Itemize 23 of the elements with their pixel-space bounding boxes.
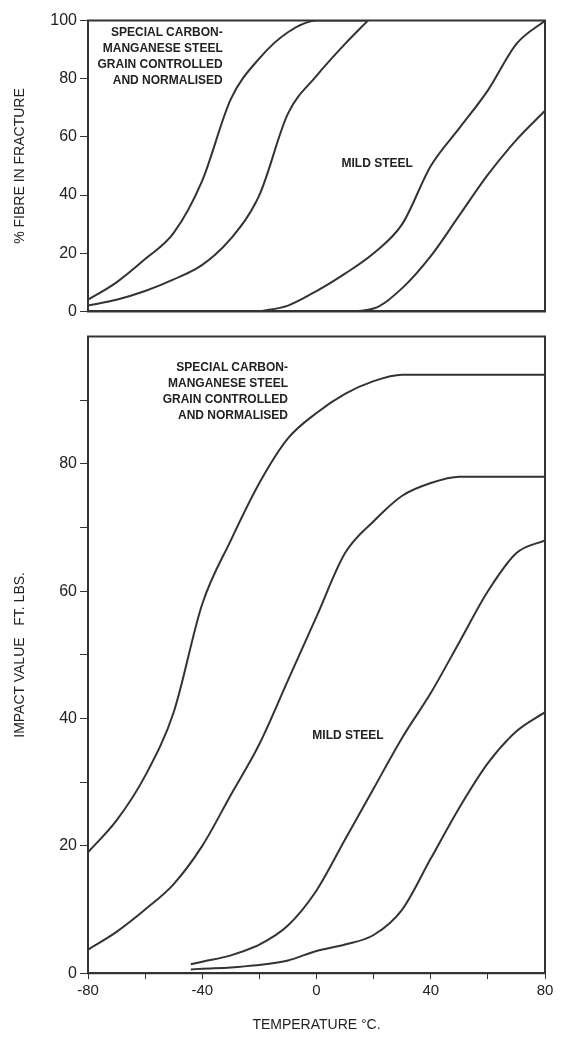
x-axis-title: TEMPERATURE °C. — [252, 1016, 381, 1033]
y-tick-label: 100 — [50, 11, 78, 29]
y-axis-title: % FIBRE IN FRACTURE — [11, 88, 28, 244]
series-label: SPECIAL CARBON-MANGANESE STEEL GRAIN CONTROLLED AND NORMALISED — [97, 24, 224, 87]
x-tick-label: 40 — [422, 981, 440, 999]
x-tick-label: -80 — [77, 981, 99, 999]
y-tick-label: 20 — [59, 836, 78, 854]
y-tick-label: 80 — [59, 454, 78, 472]
y-tick-label: 0 — [68, 963, 78, 981]
y-tick-label: 40 — [59, 708, 78, 726]
y-tick-label: 20 — [59, 243, 78, 261]
y-tick-label: 60 — [59, 581, 78, 599]
y-axis-title: IMPACT VALUE FT. LBS. — [11, 572, 28, 738]
x-tick-label: 80 — [536, 981, 554, 999]
y-tick-label: 60 — [59, 127, 78, 145]
series-label: MILD STEEL — [312, 727, 384, 742]
x-tick-label: 0 — [312, 981, 321, 999]
y-tick-label: 40 — [59, 185, 78, 203]
series-label: MILD STEEL — [341, 156, 413, 171]
series-label: SPECIAL CARBON-MANGANESE STEEL GRAIN CONTROLLED AND NORMALISED — [162, 360, 289, 423]
y-tick-label: 80 — [59, 69, 78, 87]
y-tick-label: 0 — [68, 301, 78, 319]
x-tick-label: -40 — [191, 981, 214, 999]
